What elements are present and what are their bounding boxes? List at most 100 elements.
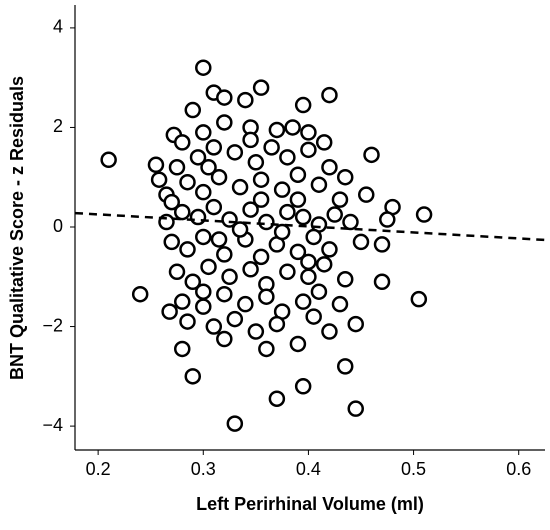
point bbox=[195, 59, 212, 76]
point bbox=[173, 134, 191, 151]
point bbox=[210, 231, 228, 248]
point bbox=[284, 119, 301, 136]
point bbox=[184, 101, 202, 119]
point bbox=[321, 159, 338, 176]
x-axis-label: Left Perirhinal Volume (ml) bbox=[196, 494, 424, 514]
point bbox=[289, 335, 307, 353]
point bbox=[363, 146, 380, 164]
point bbox=[216, 246, 233, 263]
point bbox=[168, 159, 186, 176]
point bbox=[252, 171, 270, 188]
point bbox=[310, 283, 328, 300]
point bbox=[279, 203, 296, 221]
point bbox=[268, 390, 286, 407]
point bbox=[294, 378, 312, 395]
point bbox=[300, 141, 317, 159]
point bbox=[373, 236, 391, 253]
point bbox=[336, 168, 354, 186]
point bbox=[331, 191, 349, 208]
point bbox=[237, 295, 254, 313]
point bbox=[379, 211, 396, 228]
point bbox=[184, 368, 202, 385]
point bbox=[226, 415, 244, 432]
point bbox=[161, 303, 178, 320]
x-tick-label: 0.6 bbox=[506, 459, 531, 479]
point bbox=[289, 166, 307, 183]
point bbox=[252, 79, 270, 96]
y-axis-label: BNT Qualitative Score - z Residuals bbox=[7, 76, 27, 380]
point bbox=[289, 191, 307, 208]
x-tick-label: 0.5 bbox=[401, 459, 426, 479]
point bbox=[294, 96, 312, 114]
point bbox=[100, 151, 117, 169]
point bbox=[242, 261, 259, 278]
point bbox=[336, 358, 354, 375]
point bbox=[258, 288, 275, 305]
point bbox=[336, 271, 354, 288]
point bbox=[147, 156, 165, 174]
point bbox=[273, 181, 291, 198]
point bbox=[210, 168, 228, 186]
point bbox=[315, 256, 333, 273]
point bbox=[305, 228, 322, 246]
point bbox=[205, 139, 223, 156]
point bbox=[300, 124, 317, 141]
point bbox=[216, 330, 233, 348]
point bbox=[258, 213, 275, 231]
point bbox=[415, 206, 433, 223]
point bbox=[179, 173, 196, 191]
point bbox=[342, 213, 359, 231]
point bbox=[247, 323, 265, 340]
point bbox=[242, 201, 259, 218]
point bbox=[195, 283, 212, 300]
point bbox=[258, 340, 275, 358]
y-tick-label: 4 bbox=[53, 17, 63, 37]
x-tick-label: 0.4 bbox=[296, 459, 321, 479]
point bbox=[179, 241, 196, 258]
point bbox=[352, 233, 370, 251]
point bbox=[247, 154, 265, 171]
point bbox=[200, 258, 217, 276]
point bbox=[321, 86, 338, 104]
point bbox=[231, 221, 249, 238]
point bbox=[310, 176, 328, 193]
point bbox=[263, 139, 280, 156]
point bbox=[231, 178, 249, 196]
point bbox=[189, 149, 207, 166]
point bbox=[205, 318, 223, 335]
point bbox=[150, 171, 168, 188]
point bbox=[321, 323, 338, 340]
point bbox=[300, 253, 317, 271]
point bbox=[331, 295, 349, 313]
point bbox=[216, 89, 233, 106]
y-tick-label: 2 bbox=[53, 116, 63, 136]
point bbox=[268, 121, 286, 139]
point bbox=[173, 293, 191, 310]
point bbox=[237, 91, 254, 109]
point bbox=[168, 263, 186, 281]
point bbox=[163, 233, 180, 251]
point bbox=[279, 149, 296, 166]
point bbox=[173, 340, 191, 358]
point bbox=[321, 241, 338, 258]
point bbox=[195, 183, 212, 201]
x-tick-label: 0.2 bbox=[86, 459, 111, 479]
point bbox=[184, 273, 202, 291]
point bbox=[131, 285, 149, 303]
point bbox=[200, 159, 217, 176]
point bbox=[195, 124, 212, 141]
point bbox=[226, 144, 244, 161]
point bbox=[252, 191, 270, 208]
point bbox=[294, 208, 312, 226]
point bbox=[279, 263, 296, 281]
point bbox=[216, 114, 233, 131]
y-tick-label: −4 bbox=[42, 415, 63, 435]
point bbox=[373, 273, 391, 291]
point bbox=[294, 293, 312, 310]
point bbox=[179, 313, 196, 330]
point bbox=[195, 298, 212, 315]
point bbox=[226, 310, 244, 328]
point bbox=[305, 308, 322, 325]
point bbox=[358, 186, 375, 203]
point bbox=[347, 315, 364, 333]
